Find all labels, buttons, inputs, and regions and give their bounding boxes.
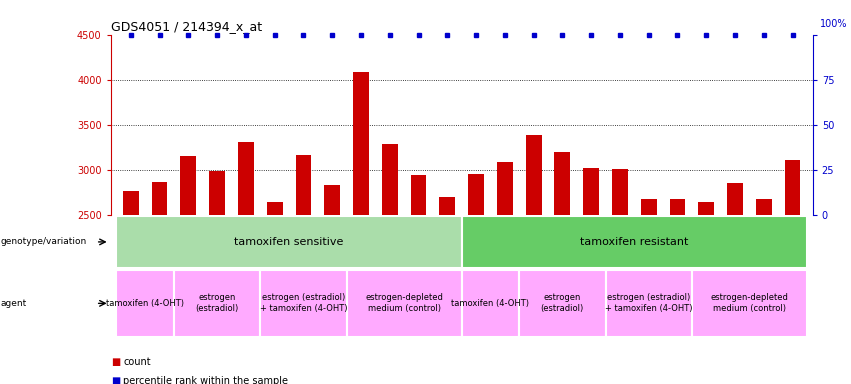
Bar: [117, 216, 461, 268]
Text: GDS4051 / 214394_x_at: GDS4051 / 214394_x_at: [111, 20, 262, 33]
Bar: [117, 270, 174, 336]
Bar: [266, 202, 283, 215]
Text: 100%: 100%: [820, 19, 848, 29]
Bar: [238, 142, 254, 215]
Text: tamoxifen (4-OHT): tamoxifen (4-OHT): [451, 299, 529, 308]
Bar: [324, 185, 340, 215]
Bar: [641, 199, 657, 215]
Text: estrogen
(estradiol): estrogen (estradiol): [540, 293, 584, 313]
Bar: [353, 71, 368, 215]
Bar: [461, 216, 807, 268]
Bar: [583, 168, 599, 215]
Bar: [382, 144, 397, 215]
Text: genotype/variation: genotype/variation: [1, 237, 87, 247]
Bar: [692, 270, 807, 336]
Text: count: count: [123, 357, 151, 367]
Text: estrogen (estradiol)
+ tamoxifen (4-OHT): estrogen (estradiol) + tamoxifen (4-OHT): [605, 293, 693, 313]
Text: tamoxifen sensitive: tamoxifen sensitive: [234, 237, 344, 247]
Bar: [606, 270, 692, 336]
Bar: [555, 152, 570, 215]
Text: estrogen-depleted
medium (control): estrogen-depleted medium (control): [711, 293, 788, 313]
Bar: [180, 156, 197, 215]
Text: percentile rank within the sample: percentile rank within the sample: [123, 376, 288, 384]
Text: ■: ■: [111, 357, 120, 367]
Bar: [260, 270, 346, 336]
Bar: [410, 175, 426, 215]
Bar: [346, 270, 461, 336]
Text: estrogen
(estradiol): estrogen (estradiol): [196, 293, 239, 313]
Text: estrogen (estradiol)
+ tamoxifen (4-OHT): estrogen (estradiol) + tamoxifen (4-OHT): [260, 293, 347, 313]
Bar: [670, 199, 685, 215]
Bar: [727, 182, 743, 215]
Bar: [519, 270, 606, 336]
Bar: [756, 199, 772, 215]
Bar: [209, 171, 225, 215]
Text: tamoxifen resistant: tamoxifen resistant: [580, 237, 688, 247]
Bar: [151, 182, 168, 215]
Text: tamoxifen (4-OHT): tamoxifen (4-OHT): [106, 299, 184, 308]
Text: agent: agent: [1, 299, 27, 308]
Bar: [497, 162, 513, 215]
Bar: [468, 174, 484, 215]
Bar: [785, 160, 801, 215]
Bar: [461, 270, 519, 336]
Bar: [612, 169, 628, 215]
Bar: [439, 197, 455, 215]
Bar: [123, 191, 139, 215]
Text: estrogen-depleted
medium (control): estrogen-depleted medium (control): [365, 293, 443, 313]
Bar: [699, 202, 714, 215]
Text: ■: ■: [111, 376, 120, 384]
Bar: [295, 155, 311, 215]
Bar: [526, 135, 541, 215]
Bar: [174, 270, 260, 336]
